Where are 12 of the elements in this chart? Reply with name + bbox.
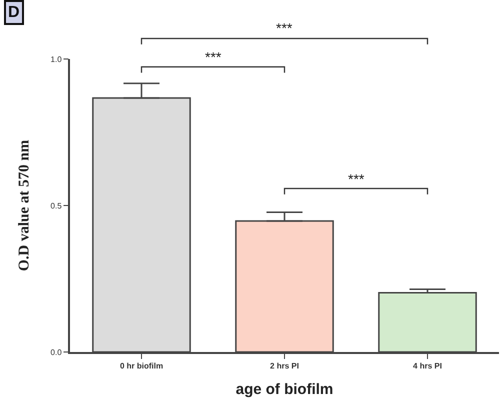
y-tick-label: 1.0: [50, 54, 62, 64]
y-axis-title: O.D value at 570 nm: [16, 139, 32, 272]
y-tick-label: 0.5: [50, 201, 62, 210]
x-tick-label: 0 hr biofilm: [120, 361, 164, 370]
text: ***: [276, 20, 293, 36]
y-tick-label: 0.0: [50, 348, 62, 357]
annotation: ***: [348, 171, 365, 187]
x-tick-label: 4 hrs PI: [413, 361, 442, 370]
text: D: [8, 4, 20, 21]
annotation: ***: [205, 49, 222, 65]
x-tick-label: 2 hrs PI: [270, 361, 299, 370]
x-axis-title: age of biofilm: [236, 380, 334, 398]
